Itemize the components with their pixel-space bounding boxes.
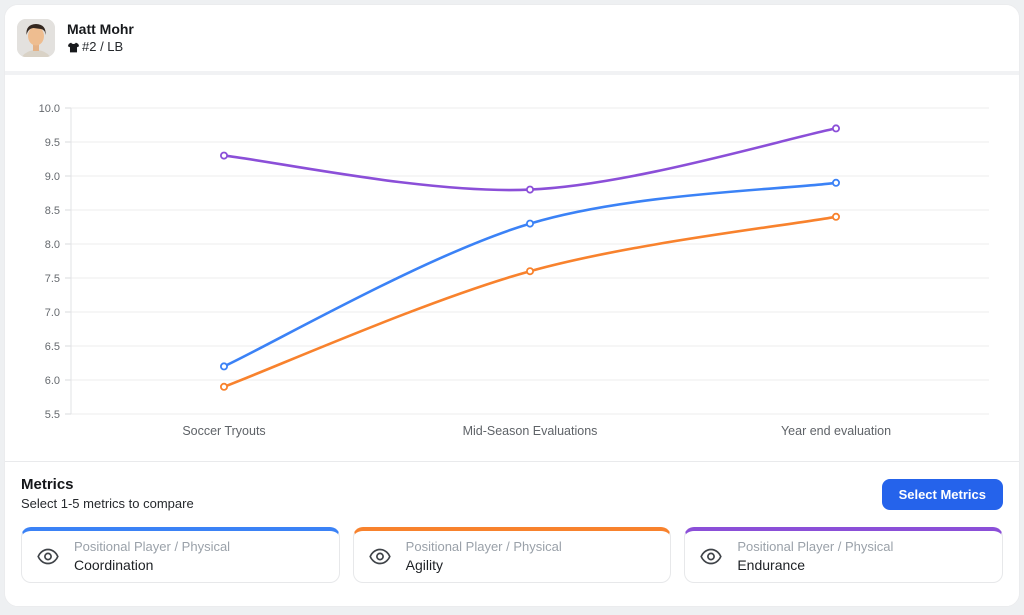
jersey-icon <box>67 41 80 54</box>
line-chart-svg: 10.0 9.5 9.0 8.5 8.0 7.5 7.0 6.5 6.0 5.5 Soccer Tr… <box>39 103 989 438</box>
metrics-titles: Metrics Select 1-5 metrics to compare <box>21 475 194 513</box>
metric-category: Positional Player / Physical <box>737 539 894 555</box>
metrics-head: Metrics Select 1-5 metrics to compare Se… <box>17 475 1007 513</box>
jersey-line: #2 / LB <box>67 39 134 56</box>
select-metrics-button[interactable]: Select Metrics <box>881 478 1003 510</box>
y-axis-labels: 10.0 9.5 9.0 8.5 8.0 7.5 7.0 6.5 6.0 5.5 <box>39 103 60 421</box>
line-series-coordination <box>219 178 841 371</box>
metric-name: Coordination <box>74 557 154 574</box>
line-series-agility <box>219 212 841 391</box>
player-avatar <box>17 19 55 57</box>
svg-text:6.5: 6.5 <box>45 341 60 353</box>
line-series-endurance <box>219 124 841 194</box>
svg-text:10.0: 10.0 <box>39 103 60 115</box>
metric-card-endurance[interactable]: Positional Player / Physical Endurance <box>684 527 1004 584</box>
jersey-number-position: #2 / LB <box>82 38 124 54</box>
svg-text:8.5: 8.5 <box>45 205 60 217</box>
eye-icon[interactable] <box>37 548 59 565</box>
metric-name: Endurance <box>737 557 806 574</box>
metric-card-text: Positional Player / Physical Coordinatio… <box>74 538 230 576</box>
eye-icon[interactable] <box>700 548 723 565</box>
svg-text:5.5: 5.5 <box>45 409 60 421</box>
player-meta: Matt Mohr #2 / LB <box>67 20 134 55</box>
metrics-section: Metrics Select 1-5 metrics to compare Se… <box>5 461 1019 606</box>
app-card: Matt Mohr #2 / LB 10.0 9.5 9.0 8.5 8.0 7.5 7.0… <box>4 4 1020 607</box>
metric-name: Agility <box>405 557 444 574</box>
svg-text:Soccer Tryouts: Soccer Tryouts <box>182 424 265 438</box>
performance-chart: 10.0 9.5 9.0 8.5 8.0 7.5 7.0 6.5 6.0 5.5 Soccer Tr… <box>5 75 1019 461</box>
metric-card-text: Positional Player / Physical Endurance <box>737 538 893 576</box>
svg-text:Mid-Season Evaluations: Mid-Season Evaluations <box>463 424 598 438</box>
x-axis-labels: Soccer Tryouts Mid-Season Evaluations Year… <box>182 424 891 438</box>
svg-text:6.0: 6.0 <box>45 375 60 387</box>
metric-card-coordination[interactable]: Positional Player / Physical Coordinatio… <box>21 527 340 584</box>
metrics-subtitle: Select 1-5 metrics to compare <box>21 496 194 512</box>
player-name: Matt Mohr <box>67 21 134 38</box>
metric-cards-row: Positional Player / Physical Coordinatio… <box>17 527 1007 584</box>
svg-text:7.5: 7.5 <box>45 273 60 285</box>
grid-lines <box>65 107 989 415</box>
player-header: Matt Mohr #2 / LB <box>5 5 1019 75</box>
player-avatar-image <box>17 19 55 57</box>
svg-text:7.0: 7.0 <box>45 307 60 319</box>
svg-text:9.0: 9.0 <box>45 171 60 183</box>
svg-text:8.0: 8.0 <box>45 239 60 251</box>
svg-text:Year end evaluation: Year end evaluation <box>781 424 891 438</box>
metrics-title: Metrics <box>21 476 74 493</box>
metric-card-agility[interactable]: Positional Player / Physical Agility <box>352 527 672 584</box>
eye-icon[interactable] <box>368 548 391 565</box>
metric-category: Positional Player / Physical <box>405 539 562 555</box>
svg-text:9.5: 9.5 <box>45 137 60 149</box>
metric-card-text: Positional Player / Physical Agility <box>406 538 562 576</box>
metric-category: Positional Player / Physical <box>74 539 231 555</box>
